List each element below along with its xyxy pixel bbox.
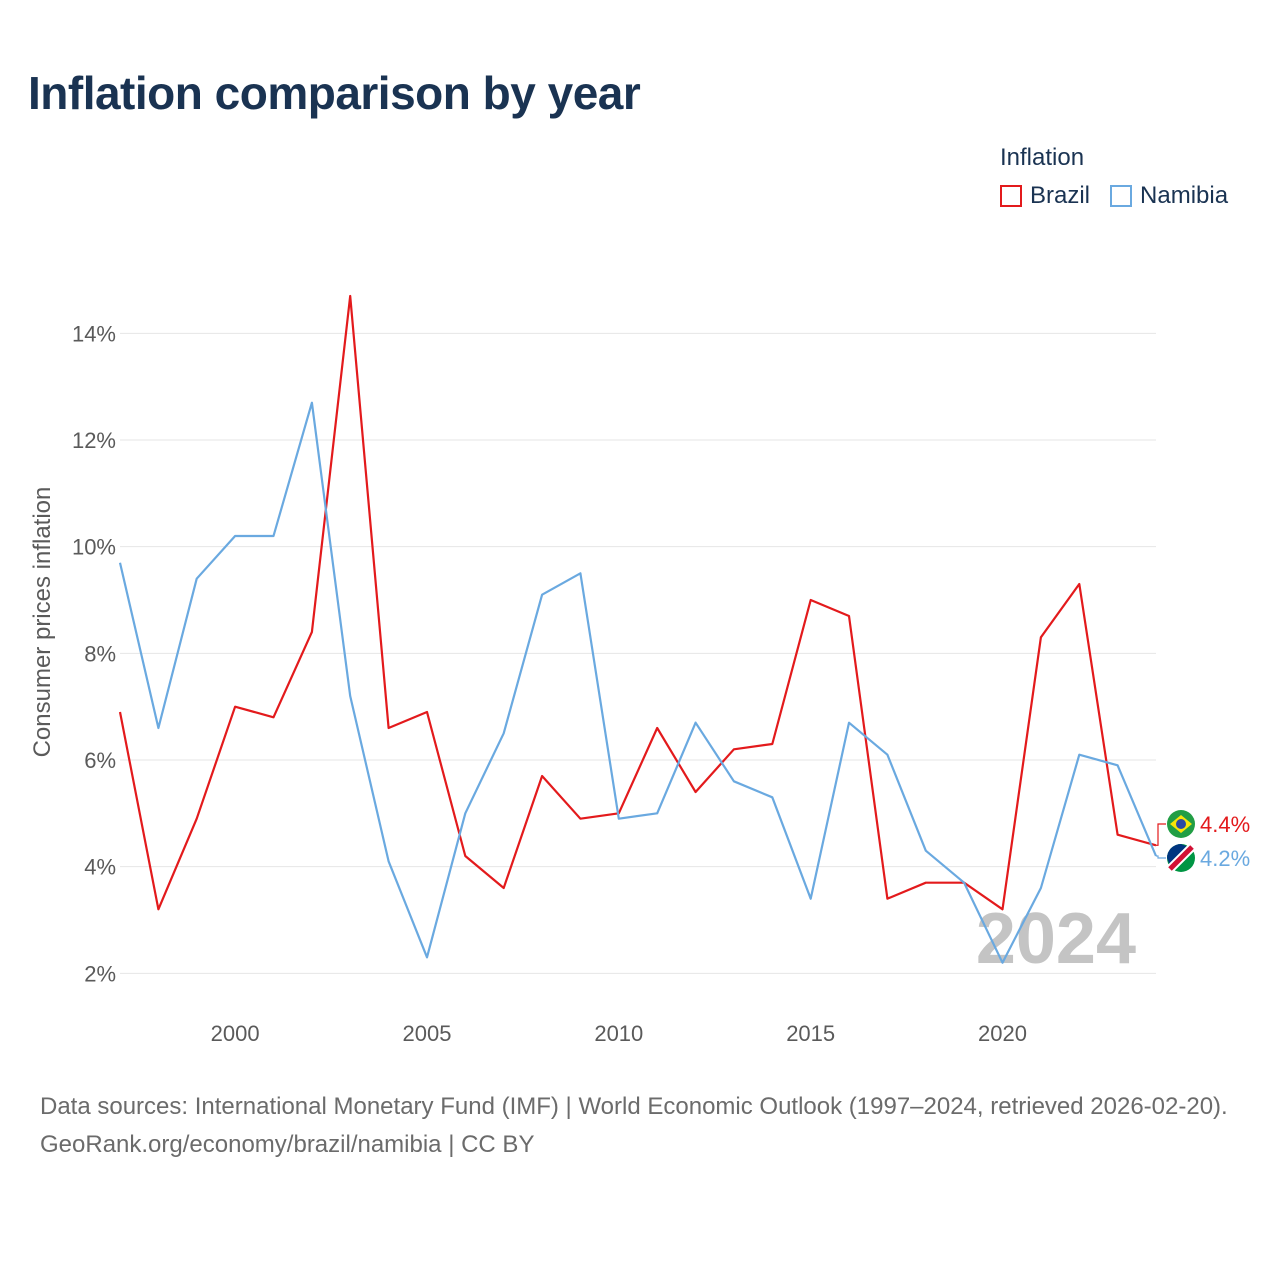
y-tick-label: 8% xyxy=(84,641,116,666)
year-watermark: 2024 xyxy=(976,899,1136,979)
x-tick-label: 2005 xyxy=(402,1021,451,1046)
x-tick-label: 2015 xyxy=(786,1021,835,1046)
y-tick-label: 14% xyxy=(72,321,116,346)
legend-swatch-namibia xyxy=(1110,185,1133,207)
series-line-namibia[interactable] xyxy=(118,401,1158,964)
x-tick-label: 2020 xyxy=(978,1021,1027,1046)
x-tick-label: 2010 xyxy=(594,1021,643,1046)
legend-title: Inflation xyxy=(1000,144,1085,171)
legend-item-namibia[interactable]: Namibia xyxy=(1110,182,1228,210)
y-tick-label: 10% xyxy=(72,535,116,560)
legend-label-namibia: Namibia xyxy=(1140,182,1229,209)
credit-link[interactable]: GeoRank.org/economy/brazil/namibia | CC … xyxy=(40,1131,535,1158)
flag-red-band xyxy=(1168,845,1194,871)
chart-title: Inflation comparison by year xyxy=(28,67,641,119)
end-value-label-brazil: 4.4% xyxy=(1200,812,1250,837)
flag-globe xyxy=(1176,819,1186,829)
legend: Inflation Brazil Namibia xyxy=(1000,144,1228,210)
legend-label-brazil: Brazil xyxy=(1030,182,1091,209)
end-value-label-namibia: 4.2% xyxy=(1200,846,1250,871)
end-connector xyxy=(1156,823,1166,846)
data-sources-text: Data sources: International Monetary Fun… xyxy=(40,1093,1228,1120)
y-tick-label: 2% xyxy=(84,961,116,986)
series-line-brazil[interactable] xyxy=(118,294,1157,911)
x-tick-label: 2000 xyxy=(211,1021,260,1046)
legend-item-brazil[interactable]: Brazil xyxy=(1000,182,1090,210)
y-tick-label: 12% xyxy=(72,428,116,453)
end-connector xyxy=(1156,855,1166,859)
footer: Data sources: International Monetary Fun… xyxy=(40,1088,1250,1164)
y-tick-label: 6% xyxy=(84,748,116,773)
y-tick-label: 4% xyxy=(84,855,116,880)
legend-swatch-brazil xyxy=(1000,185,1022,207)
